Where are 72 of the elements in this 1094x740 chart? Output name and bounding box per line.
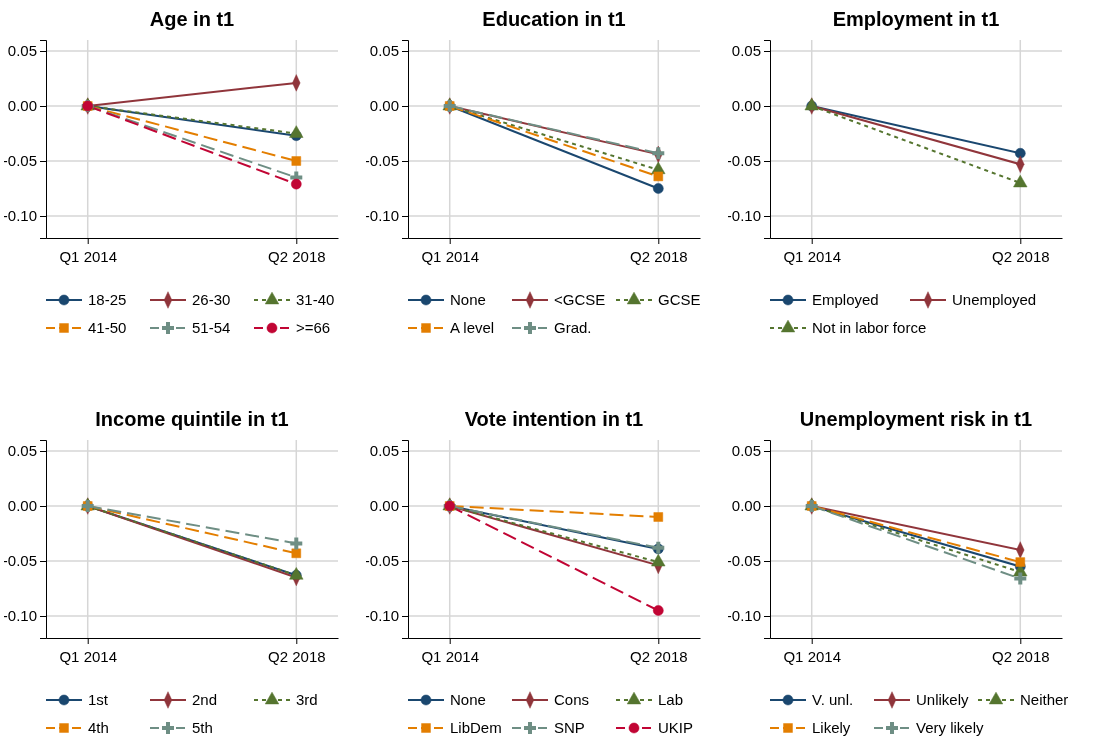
legend-label: 18-25 — [88, 291, 127, 308]
y-tick-label: -0.10 — [2, 207, 37, 225]
x-tick-label: Q2 2018 — [268, 248, 326, 265]
legend-label: 5th — [192, 719, 213, 736]
legend-label: LibDem — [450, 719, 502, 736]
legend-label: None — [450, 291, 486, 308]
legend-label: Lab — [658, 691, 684, 708]
x-tick-label: Q2 2018 — [630, 648, 688, 665]
x-tick-label: Q1 2014 — [783, 648, 841, 665]
legend-label: Employed — [812, 291, 879, 308]
legend-label: 31-40 — [296, 291, 335, 308]
y-tick-label: 0.00 — [7, 97, 37, 115]
chart-title: Age in t1 — [149, 8, 235, 30]
y-tick-label: -0.10 — [364, 607, 399, 625]
legend-label: GCSE — [658, 291, 701, 308]
x-tick-label: Q2 2018 — [630, 248, 688, 265]
y-tick-label: 0.05 — [731, 42, 761, 60]
x-tick-label: Q1 2014 — [59, 248, 117, 265]
x-tick-label: Q2 2018 — [992, 248, 1050, 265]
legend-label: Grad. — [554, 319, 592, 336]
legend-label: V. unl. — [812, 691, 854, 708]
y-tick-label: 0.05 — [731, 442, 761, 460]
legend-label: UKIP — [658, 719, 694, 736]
legend-label: Not in labor force — [812, 319, 927, 336]
y-tick-label: -0.05 — [364, 152, 399, 170]
legend-label: Neither — [1020, 691, 1069, 708]
x-tick-label: Q1 2014 — [59, 648, 117, 665]
legend-label: <GCSE — [554, 291, 606, 308]
chart-title: Unemployment risk in t1 — [799, 408, 1033, 430]
legend-label: Likely — [812, 719, 851, 736]
legend-label: Unemployed — [952, 291, 1037, 308]
x-tick-label: Q2 2018 — [268, 648, 326, 665]
legend-label: 1st — [88, 691, 109, 708]
y-tick-label: 0.00 — [731, 497, 761, 515]
x-tick-label: Q2 2018 — [992, 648, 1050, 665]
y-tick-label: -0.05 — [726, 552, 761, 570]
y-tick-label: -0.10 — [2, 607, 37, 625]
legend-label: Unlikely — [916, 691, 970, 708]
legend-label: 4th — [88, 719, 109, 736]
chart-title: Employment in t1 — [832, 8, 1000, 30]
x-tick-label: Q1 2014 — [421, 648, 479, 665]
y-tick-label: -0.05 — [2, 152, 37, 170]
legend-label: >=66 — [296, 319, 331, 336]
legend-label: A level — [450, 319, 495, 336]
chart-title: Income quintile in t1 — [95, 408, 289, 430]
x-tick-label: Q1 2014 — [783, 248, 841, 265]
legend-label: SNP — [554, 719, 585, 736]
y-tick-label: 0.00 — [731, 97, 761, 115]
chart-title: Vote intention in t1 — [464, 408, 644, 430]
chart-title: Education in t1 — [482, 8, 626, 30]
legend-label: 51-54 — [192, 319, 231, 336]
y-tick-label: 0.05 — [7, 42, 37, 60]
y-tick-label: 0.05 — [369, 42, 399, 60]
legend-label: None — [450, 691, 486, 708]
y-tick-label: -0.05 — [2, 552, 37, 570]
y-tick-label: 0.00 — [369, 97, 399, 115]
y-tick-label: -0.05 — [726, 152, 761, 170]
y-tick-label: -0.10 — [726, 607, 761, 625]
y-tick-label: -0.10 — [364, 207, 399, 225]
legend-label: 26-30 — [192, 291, 231, 308]
y-tick-label: 0.05 — [369, 442, 399, 460]
legend-label: Cons — [554, 691, 590, 708]
legend-label: 2nd — [192, 691, 218, 708]
legend-label: Very likely — [916, 719, 985, 736]
y-tick-label: -0.05 — [364, 552, 399, 570]
y-tick-label: 0.05 — [7, 442, 37, 460]
legend-label: 41-50 — [88, 319, 127, 336]
y-tick-label: 0.00 — [7, 497, 37, 515]
y-tick-label: -0.10 — [726, 207, 761, 225]
y-tick-label: 0.00 — [369, 497, 399, 515]
x-tick-label: Q1 2014 — [421, 248, 479, 265]
legend-label: 3rd — [296, 691, 318, 708]
